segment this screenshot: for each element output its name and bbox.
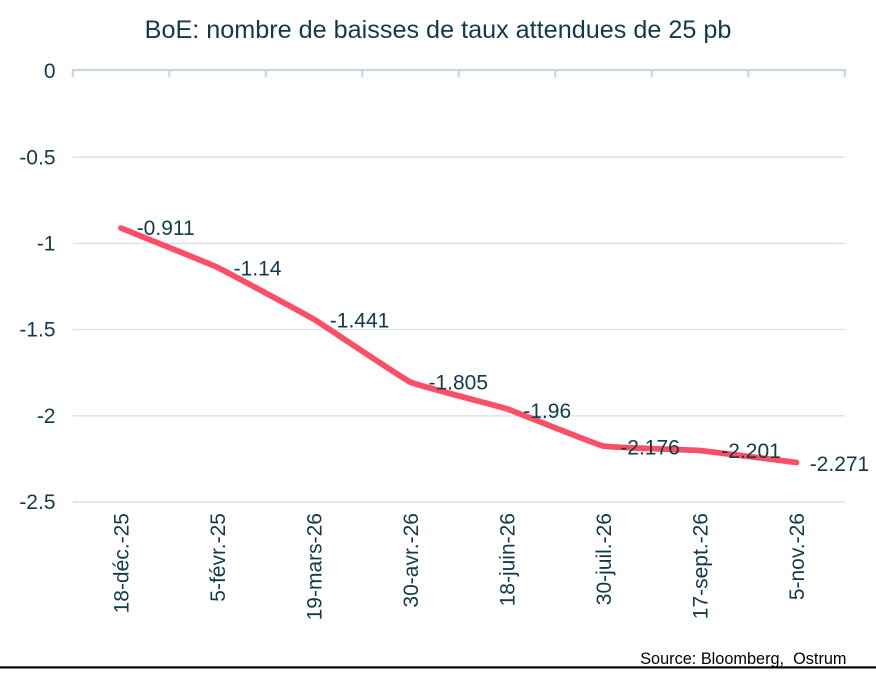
svg-text:-1.805: -1.805 xyxy=(429,371,489,394)
svg-text:-0.911: -0.911 xyxy=(137,217,195,240)
svg-text:-1.96: -1.96 xyxy=(523,400,571,423)
svg-text:30-juil.-26: 30-juil.-26 xyxy=(593,513,616,605)
svg-text:-2.201: -2.201 xyxy=(721,440,781,463)
svg-text:5-nov.-26: 5-nov.-26 xyxy=(786,513,809,600)
svg-text:-2.176: -2.176 xyxy=(620,437,680,460)
svg-text:-1: -1 xyxy=(37,233,56,256)
svg-text:Source: Bloomberg, Ostrum: Source: Bloomberg, Ostrum xyxy=(640,650,846,668)
svg-text:18-déc.-25: 18-déc.-25 xyxy=(111,513,134,613)
svg-text:BoE: nombre de baisses de taux: BoE: nombre de baisses de taux attendues… xyxy=(145,16,732,44)
svg-text:-2: -2 xyxy=(37,405,56,428)
svg-text:-1.14: -1.14 xyxy=(234,258,282,281)
svg-text:-2.5: -2.5 xyxy=(19,491,55,514)
svg-text:5-févr.-25: 5-févr.-25 xyxy=(207,513,230,602)
svg-text:-1.441: -1.441 xyxy=(330,310,390,333)
svg-text:-2.271: -2.271 xyxy=(810,453,870,476)
svg-text:-0.5: -0.5 xyxy=(19,146,55,169)
svg-text:30-avr.-26: 30-avr.-26 xyxy=(400,513,423,608)
svg-text:17-sept.-26: 17-sept.-26 xyxy=(690,513,713,619)
svg-text:0: 0 xyxy=(44,60,56,83)
svg-text:19-mars-26: 19-mars-26 xyxy=(304,513,327,620)
svg-text:18-juin-26: 18-juin-26 xyxy=(497,513,520,606)
svg-text:-1.5: -1.5 xyxy=(19,319,55,342)
